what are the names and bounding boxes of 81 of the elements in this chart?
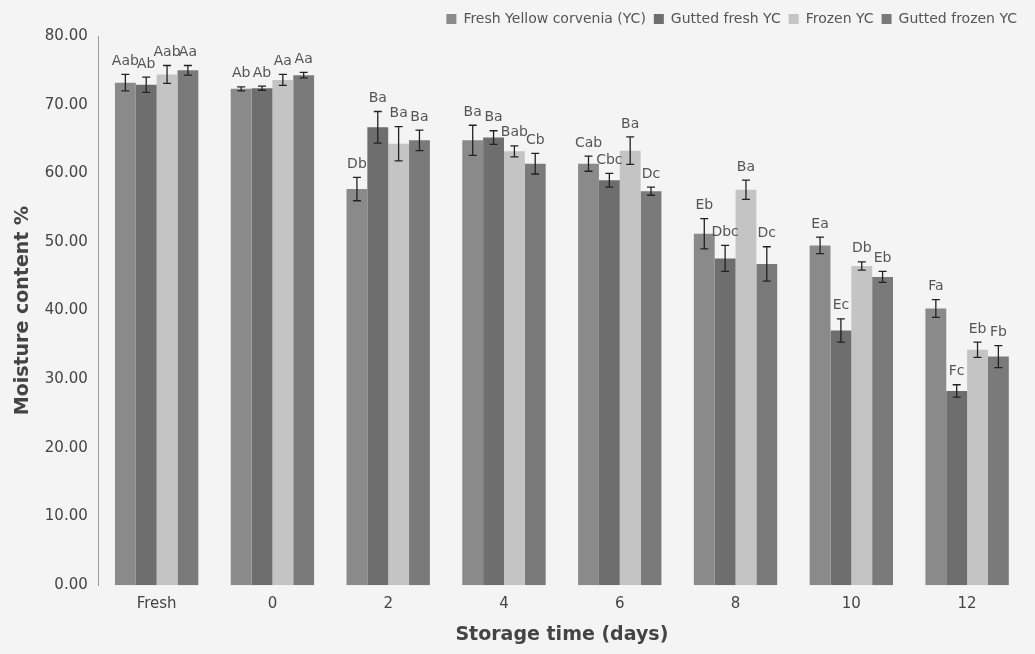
y-tick-label: 50.00 — [44, 231, 88, 250]
y-tick-label: 70.00 — [44, 94, 88, 113]
x-tick-label: 4 — [499, 594, 509, 613]
data-label: Aa — [178, 43, 197, 60]
data-label: Ea — [811, 214, 829, 231]
data-label: Fa — [928, 277, 944, 294]
data-label: Aab — [153, 43, 181, 60]
bar — [756, 263, 778, 586]
data-label: Cbc — [596, 150, 623, 167]
data-label: Ba — [410, 107, 429, 124]
data-label: Ba — [368, 89, 387, 106]
data-label: Db — [851, 239, 872, 256]
data-label: Eb — [968, 319, 987, 336]
bar — [578, 163, 599, 586]
bar — [693, 233, 715, 586]
data-label: Eb — [873, 249, 892, 266]
y-tick-label: 20.00 — [44, 437, 88, 456]
data-label: Ba — [389, 104, 408, 121]
bar — [272, 79, 294, 586]
data-label: Cab — [574, 133, 603, 150]
y-tick-label: 30.00 — [44, 369, 88, 388]
y-tick-label: 0.00 — [54, 575, 88, 594]
legend-label: Gutted frozen YC — [898, 9, 1018, 26]
y-axis-title: Moisture content % — [10, 205, 33, 416]
legend-label: Gutted fresh YC — [670, 9, 781, 26]
bar — [987, 356, 1009, 586]
bar — [967, 349, 988, 586]
data-label: Aa — [294, 50, 313, 67]
bar — [483, 137, 504, 586]
bar — [809, 245, 831, 586]
data-label: Ba — [621, 114, 640, 131]
bar — [293, 75, 315, 586]
bar — [503, 151, 525, 586]
y-tick-label: 60.00 — [44, 163, 88, 182]
bar — [409, 140, 430, 586]
y-tick-label: 10.00 — [44, 506, 88, 525]
data-label: Eb — [695, 196, 714, 213]
bar — [346, 189, 368, 586]
y-tick-label: 40.00 — [44, 300, 88, 319]
data-label: Ba — [484, 108, 503, 125]
bar — [714, 258, 736, 586]
bar — [872, 276, 894, 586]
legend-label: Fresh Yellow corvenia (YC) — [463, 9, 646, 26]
x-tick-label: 8 — [730, 594, 741, 613]
bar — [156, 74, 178, 586]
bar — [135, 84, 157, 586]
y-tick-label: 80.00 — [44, 25, 88, 44]
x-tick-label: 6 — [614, 594, 625, 613]
legend-label: Frozen YC — [805, 9, 874, 26]
bar — [388, 143, 410, 586]
data-label: Fb — [989, 323, 1007, 340]
data-label: Ba — [463, 102, 482, 119]
bar — [230, 88, 252, 586]
bar — [925, 308, 947, 586]
x-tick-label: 0 — [267, 594, 278, 613]
bar — [830, 330, 852, 586]
data-label: Aa — [273, 52, 292, 69]
bar — [946, 390, 968, 586]
x-tick-label: Fresh — [136, 594, 177, 613]
data-label: Fc — [948, 362, 965, 379]
bar — [524, 163, 546, 586]
bar — [462, 140, 484, 586]
data-label: Ec — [832, 296, 850, 313]
bar — [640, 191, 662, 586]
x-tick-label: 10 — [841, 594, 861, 613]
data-label: Dbc — [711, 223, 739, 240]
bar — [114, 82, 136, 586]
bar — [251, 88, 273, 586]
bar — [851, 265, 873, 586]
data-label: Ab — [231, 64, 251, 81]
x-tick-label: 12 — [957, 594, 977, 613]
x-tick-label: 2 — [383, 594, 393, 613]
x-axis-title: Storage time (days) — [455, 621, 669, 644]
bar — [598, 180, 620, 586]
data-label: Dc — [757, 224, 777, 241]
data-label: Ba — [736, 157, 756, 174]
bar — [367, 127, 389, 586]
data-label: Ab — [252, 63, 272, 80]
bar — [177, 70, 199, 586]
data-label: Db — [347, 155, 367, 172]
data-label: Dc — [641, 164, 661, 181]
